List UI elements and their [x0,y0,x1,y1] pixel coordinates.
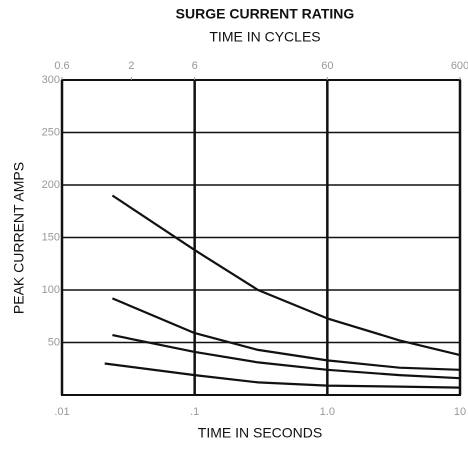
y-tick-label: 200 [42,179,60,191]
top-tick-label: 600 [451,60,468,72]
top-tick-label: 2 [128,60,134,72]
top-axis-label: TIME IN CYCLES [209,29,320,45]
y-axis-label: PEAK CURRENT AMPS [11,162,27,314]
y-tick-label: 150 [42,231,60,243]
y-tick-label: 300 [42,74,60,86]
x-tick-label: .01 [54,406,69,418]
top-tick-label: 6 [192,60,198,72]
x-axis-label: TIME IN SECONDS [198,425,322,441]
curve [112,334,461,380]
y-tick-label: 100 [42,284,60,296]
y-tick-label: 250 [42,126,60,138]
x-tick-label: 10 [454,406,466,418]
top-tick-label: 0.6 [54,60,69,72]
x-tick-label: .1 [190,406,199,418]
top-tick-label: 60 [321,60,333,72]
y-tick-label: 50 [48,336,60,348]
chart-title: SURGE CURRENT RATING [176,6,355,22]
x-tick-label: 1.0 [320,406,335,418]
curve [111,194,461,357]
curve [104,362,461,389]
curve [111,297,461,371]
